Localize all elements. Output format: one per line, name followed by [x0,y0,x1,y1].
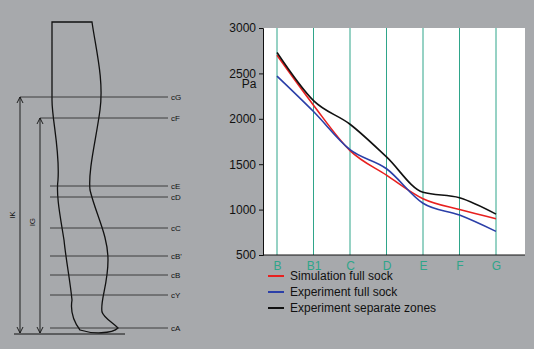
series-line [277,55,496,218]
y-tick: 1000 [229,203,263,217]
y-tick: 3000 [229,21,263,35]
y-axis-title: Pa [242,77,257,91]
measure-line [40,118,41,333]
level-line [20,97,168,98]
grid-line [496,28,497,255]
level-line [50,328,168,329]
chart-root: cGcFcEcDcCcB'cBcYcAlKlG50010001500200025… [0,0,534,349]
y-tick-label: 3000 [229,21,256,35]
grid-line [313,28,314,255]
y-tick-mark [259,73,263,74]
grid-line [277,28,278,255]
y-tick-mark [259,28,263,29]
measure-line [20,97,21,333]
y-tick-label: 2000 [229,112,256,126]
series-group [277,53,496,232]
level-line [50,275,168,276]
x-tick: F [456,255,463,273]
legend: Simulation full sock Experiment full sock… [268,269,436,315]
arrow-head [17,97,23,333]
y-tick-label: 1500 [229,158,256,172]
arrow-head [37,118,43,333]
y-axis: 50010001500200025003000 [229,21,263,262]
y-axis-line [259,29,264,256]
level-label: cC [171,224,181,233]
grid [277,28,496,255]
series-line [277,76,496,231]
leg-outline [52,22,118,333]
legend-label: Experiment separate zones [290,301,436,315]
level-label: cE [171,182,180,191]
x-tick: E [419,255,427,273]
grid-line [459,28,460,255]
x-axis-line [263,255,525,256]
level-line [50,228,168,229]
level-label: cB' [171,252,182,261]
measure-label: lK [8,211,17,219]
plot-area [263,28,525,255]
level-label: cD [171,193,181,202]
y-tick: 1500 [229,158,263,172]
level-line [50,197,168,198]
y-tick: 500 [236,248,263,262]
grid-line [350,28,351,255]
y-tick-mark [259,210,263,211]
level-label: cA [171,324,181,333]
x-tick-label: F [456,259,463,273]
y-tick-mark [259,255,263,256]
level-line [50,256,168,257]
level-label: cF [171,114,180,123]
level-label: cB [171,271,180,280]
level-label: cG [171,93,181,102]
series-line [277,53,496,215]
grid-line [423,28,424,255]
level-line [50,295,168,296]
level-line [50,186,168,187]
x-tick: B [273,255,281,273]
y-tick-label: 500 [236,248,256,262]
x-tick: G [492,255,501,273]
x-tick-label: B [273,259,281,273]
grid-line [386,28,387,255]
legend-swatch [268,275,284,277]
y-tick-mark [259,164,263,165]
y-tick-mark [259,119,263,120]
leg-diagram: cG cF cE cD cC cB' cB cY cA lK lG [8,22,182,334]
x-tick-label: G [492,259,501,273]
legend-swatch [268,307,284,309]
legend-label: Simulation full sock [290,269,394,283]
legend-swatch [268,291,284,293]
measure-label: lG [28,218,37,226]
level-label: cY [171,291,181,300]
x-tick-label: E [419,259,427,273]
y-tick: 2000 [229,112,263,126]
legend-label: Experiment full sock [290,285,398,299]
foot-line [14,334,125,335]
level-line [40,118,168,119]
y-tick-label: 1000 [229,203,256,217]
